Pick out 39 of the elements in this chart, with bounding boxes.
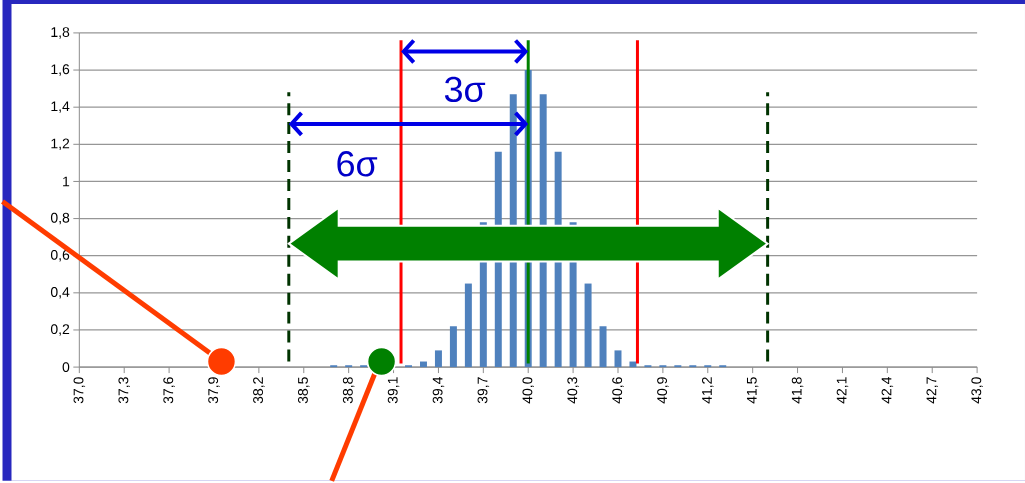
y-tick-label: 0,2 <box>50 324 70 336</box>
x-tick-label: 37,9 <box>208 377 220 404</box>
x-tick-label: 42,1 <box>836 377 849 404</box>
y-tick-label: 0 <box>62 361 70 372</box>
bar <box>434 350 442 367</box>
x-tick-label: 37,3 <box>118 377 130 404</box>
x-tick-label: 39,4 <box>432 376 445 404</box>
annotation: 6σ <box>337 150 378 177</box>
x-tick-label: 38,2 <box>253 377 265 404</box>
x-tick-label: 40,6 <box>612 377 624 404</box>
x-tick-label: 40,9 <box>657 377 669 404</box>
x-tick-label: 39,1 <box>387 377 400 404</box>
y-tick-label: 0,4 <box>50 286 70 299</box>
bar <box>584 283 592 367</box>
y-tick-label: 1,6 <box>51 64 70 76</box>
x-tick-label: 38,5 <box>297 377 310 404</box>
x-tick-label: 41,5 <box>746 377 759 404</box>
x-tick-label: 39,7 <box>477 377 490 404</box>
x-tick-label: 40,3 <box>567 377 579 404</box>
bar <box>599 326 607 367</box>
y-tick-label: 0,8 <box>50 212 70 225</box>
bar <box>419 361 427 367</box>
y-tick-label: 1,2 <box>51 138 70 150</box>
x-tick-label: 42,4 <box>881 376 894 404</box>
y-tick-label: 1,8 <box>51 26 70 39</box>
x-tick-label: 41,2 <box>702 377 714 404</box>
bar <box>464 283 472 367</box>
x-tick-label: 37,6 <box>163 377 175 404</box>
x-tick-label: 40,0 <box>522 376 534 404</box>
x-tick-label: 42,7 <box>926 377 938 404</box>
y-tick-label: 1 <box>63 176 70 187</box>
x-tick-label: 37,0 <box>73 376 86 404</box>
x-tick-label: 38,8 <box>342 377 355 404</box>
x-tick-label: 41,8 <box>791 377 804 404</box>
annotation: 3σ <box>444 76 486 102</box>
bar <box>629 361 637 367</box>
y-tick-label: 1,4 <box>51 101 70 113</box>
bar <box>449 326 457 367</box>
x-tick-label: 43,0 <box>971 376 983 404</box>
